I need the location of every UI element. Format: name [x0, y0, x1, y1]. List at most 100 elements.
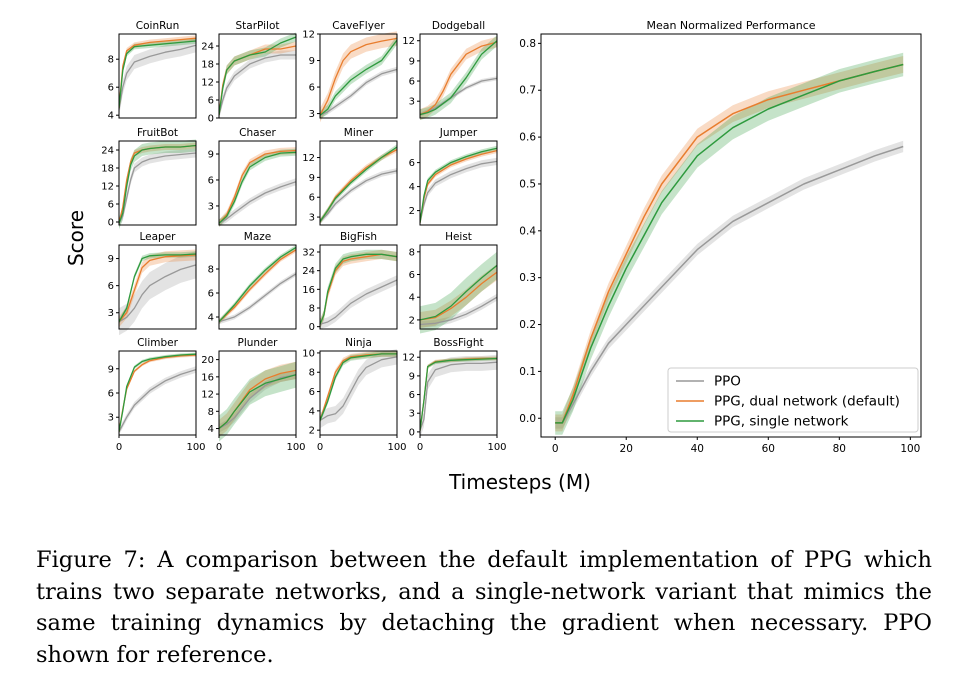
y-tick-label: 0.2 [519, 319, 536, 331]
ppo-series-line [119, 44, 196, 110]
y-tick-label: 0.3 [519, 272, 536, 284]
ppo-confidence-band [420, 157, 497, 227]
x-tick-label: 100 [186, 442, 205, 453]
x-tick-label: 0 [417, 442, 423, 453]
y-tick-label: 6 [108, 281, 114, 292]
panel-title: Ninja [345, 337, 372, 349]
ppg-single-confidence-band [119, 251, 196, 325]
panel-leaper: Leaper 3 6 9 [108, 231, 197, 336]
ppg-dual-confidence-band [320, 147, 397, 225]
y-tick-label: 0.1 [519, 366, 536, 378]
shared-y-axis-label: Score [64, 210, 88, 266]
ppo-confidence-band [219, 271, 296, 325]
ppg-dual-confidence-band [119, 353, 196, 434]
panel-heist: Heist 2 4 6 8 [409, 231, 498, 334]
panel-title: Miner [344, 127, 374, 139]
y-tick-label: 12 [201, 78, 214, 89]
ppg-single-confidence-band [119, 139, 196, 230]
y-tick-label: 6 [309, 193, 315, 204]
ppg-single-series-line [119, 144, 196, 224]
axes-frame [218, 350, 297, 436]
y-tick-label: 0.8 [519, 38, 536, 50]
y-tick-label: 6 [108, 200, 114, 211]
panel-bigfish: BigFish 0 8 16 24 32 [302, 231, 398, 333]
y-tick-label: 4 [108, 111, 114, 122]
ppg-single-series-line [219, 246, 296, 323]
panel-title: Plunder [237, 337, 278, 349]
ppo-confidence-band [420, 293, 497, 328]
ppo-series-line [555, 145, 904, 424]
ppg-single-series-line [219, 36, 296, 116]
ppo-series-line [219, 374, 296, 430]
axes-frame [218, 244, 297, 330]
y-tick-label: 8 [108, 55, 114, 66]
y-tick-label: 24 [302, 266, 315, 277]
panel-title: FruitBot [137, 127, 178, 139]
ppo-confidence-band [119, 366, 196, 435]
ppo-series-line [420, 361, 497, 431]
y-tick-label: 9 [309, 56, 315, 67]
ppo-confidence-band [420, 354, 497, 439]
panel-title: Chaser [239, 127, 276, 139]
y-tick-label: 24 [201, 42, 214, 53]
y-tick-label: 12 [101, 182, 114, 193]
panel-mean-normalized-performance: Mean Normalized Performance 0.0 0.1 0.2 0.3 0… [519, 19, 922, 455]
figure-chart-grid: Score Timesteps (M) CoinRun 4 6 8 StarPilot 0… [64, 19, 922, 494]
ppo-confidence-band [219, 178, 296, 227]
ppo-series-line [420, 296, 497, 326]
ppg-dual-confidence-band [420, 36, 497, 121]
ppg-single-confidence-band [320, 249, 397, 329]
ppg-dual-series-line [555, 63, 904, 424]
ppo-series-line [320, 170, 397, 223]
ppo-series-line [320, 68, 397, 116]
x-tick-label: 20 [620, 443, 633, 455]
y-tick-label: 0 [309, 322, 315, 333]
y-tick-label: 0 [409, 427, 415, 438]
y-tick-label: 6 [409, 77, 415, 88]
y-tick-label: 2 [309, 426, 315, 437]
y-tick-label: 6 [208, 96, 214, 107]
panel-title: Climber [137, 337, 179, 349]
y-tick-label: 0 [208, 114, 214, 125]
axes-frame [118, 350, 197, 436]
y-tick-label: 3 [208, 201, 214, 212]
ppg-dual-confidence-band [219, 247, 296, 325]
y-tick-label: 12 [402, 36, 415, 47]
y-tick-label: 12 [302, 153, 315, 164]
y-tick-label: 4 [409, 182, 415, 193]
ppg-single-confidence-band [420, 251, 497, 334]
panel-title: Dodgeball [432, 20, 485, 32]
y-tick-label: 0.4 [519, 225, 536, 237]
y-tick-label: 0.6 [519, 132, 536, 144]
panel-title: Mean Normalized Performance [646, 19, 815, 32]
ppg-single-confidence-band [555, 52, 904, 435]
figure-caption: Figure 7: A comparison between the defau… [36, 545, 932, 671]
ppo-series-line [219, 273, 296, 323]
ppg-dual-confidence-band [420, 264, 497, 328]
ppg-single-series-line [555, 63, 904, 424]
ppg-single-confidence-band [219, 32, 296, 120]
axes-frame [319, 140, 398, 226]
y-tick-label: 6 [409, 390, 415, 401]
legend-label-ppg-single: PPG, single network [714, 414, 849, 430]
y-tick-label: 12 [302, 30, 315, 41]
x-tick-label: 80 [833, 443, 846, 455]
ppo-confidence-band [119, 38, 196, 117]
panel-title: CaveFlyer [332, 20, 385, 32]
y-tick-label: 8 [208, 407, 214, 418]
x-tick-label: 0 [552, 443, 559, 455]
y-tick-label: 3 [309, 109, 315, 120]
x-tick-label: 0 [116, 442, 122, 453]
y-tick-label: 6 [309, 83, 315, 94]
y-tick-label: 6 [409, 270, 415, 281]
y-tick-label: 4 [409, 293, 415, 304]
y-tick-label: 9 [309, 173, 315, 184]
ppg-single-series-line [320, 253, 397, 325]
ppg-dual-confidence-band [320, 249, 397, 329]
panel-fruitbot: FruitBot 0 6 12 18 24 [101, 127, 197, 230]
ppg-single-series-line [320, 39, 397, 116]
panel-title: CoinRun [136, 20, 179, 32]
legend-frame [667, 367, 919, 433]
ppg-single-series-line [219, 151, 296, 224]
